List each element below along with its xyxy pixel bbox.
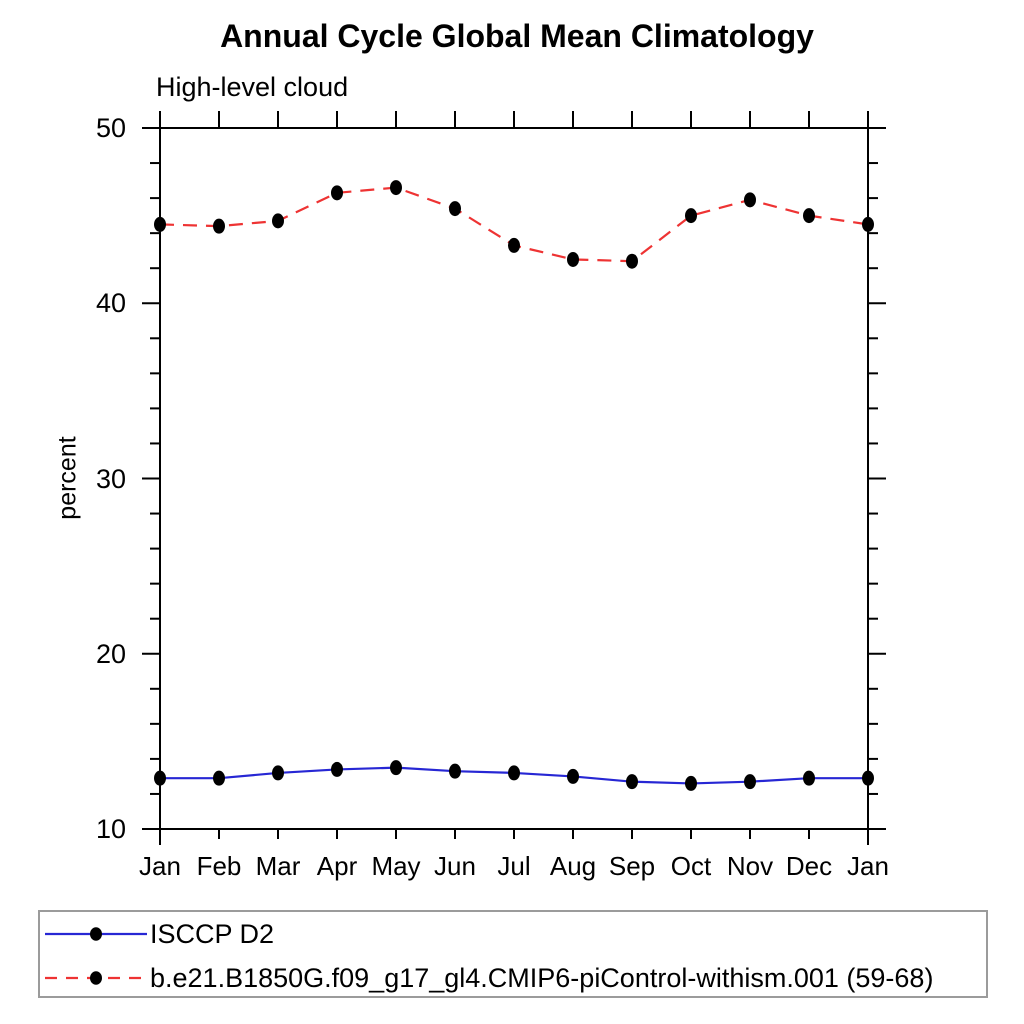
y-tick-label: 40 [95, 288, 126, 319]
data-point-marker [331, 185, 343, 201]
data-point-marker [272, 213, 284, 229]
data-point-marker [331, 761, 343, 777]
y-tick-label: 30 [95, 463, 126, 494]
x-tick-label: Aug [549, 851, 597, 881]
data-point-marker [803, 208, 815, 224]
data-point-marker [390, 180, 402, 196]
x-tick-label: Oct [670, 851, 712, 881]
x-tick-label: Jun [434, 851, 476, 881]
data-point-marker [744, 192, 756, 208]
data-point-marker [862, 770, 874, 786]
data-point-marker [213, 770, 225, 786]
data-point-marker [449, 763, 461, 779]
x-tick-label: May [371, 851, 421, 881]
x-tick-label: Apr [316, 851, 358, 881]
data-point-marker [685, 208, 697, 224]
data-point-marker [626, 253, 638, 269]
data-point-marker [154, 770, 166, 786]
x-tick-label: Jul [497, 851, 531, 881]
data-point-marker [862, 216, 874, 232]
x-tick-label: Nov [726, 851, 774, 881]
legend-label: b.e21.B1850G.f09_g17_gl4.CMIP6-piControl… [150, 963, 934, 993]
data-point-marker [508, 765, 520, 781]
legend-box: ISCCP D2 b.e21.B1850G.f09_g17_gl4.CMIP6-p… [38, 910, 988, 998]
y-tick-label: 10 [95, 814, 126, 844]
x-tick-label: Jan [847, 851, 889, 881]
x-tick-label: Jan [139, 851, 181, 881]
data-point-marker [272, 765, 284, 781]
data-point-marker [626, 774, 638, 790]
data-point-marker [803, 770, 815, 786]
data-point-marker [449, 201, 461, 217]
data-point-marker [744, 774, 756, 790]
x-tick-label: Feb [196, 851, 242, 881]
data-point-marker [508, 237, 520, 253]
legend-marker [90, 927, 102, 941]
data-point-marker [390, 760, 402, 776]
x-tick-label: Mar [255, 851, 301, 881]
x-tick-label: Dec [785, 851, 833, 881]
chart-subtitle: High-level cloud [156, 72, 349, 102]
legend-line-sample [45, 927, 147, 941]
data-point-marker [567, 251, 579, 267]
y-tick-label: 20 [95, 638, 126, 669]
data-point-marker [213, 218, 225, 234]
data-point-marker [685, 775, 697, 791]
data-point-marker [567, 768, 579, 784]
legend-row: ISCCP D2 [44, 920, 274, 948]
chart-title: Annual Cycle Global Mean Climatology [220, 18, 814, 54]
y-tick-label: 50 [95, 113, 126, 143]
x-tick-label: Sep [608, 851, 656, 881]
legend-line-sample [45, 971, 147, 985]
legend-marker [90, 971, 102, 985]
legend-row: b.e21.B1850G.f09_g17_gl4.CMIP6-piControl… [44, 964, 933, 992]
data-point-marker [154, 216, 166, 232]
legend-label: ISCCP D2 [150, 919, 275, 949]
